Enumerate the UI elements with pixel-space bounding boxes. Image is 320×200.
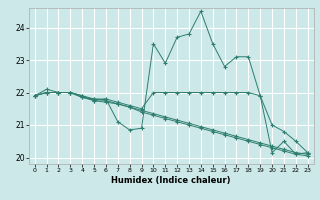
X-axis label: Humidex (Indice chaleur): Humidex (Indice chaleur) [111,176,231,185]
